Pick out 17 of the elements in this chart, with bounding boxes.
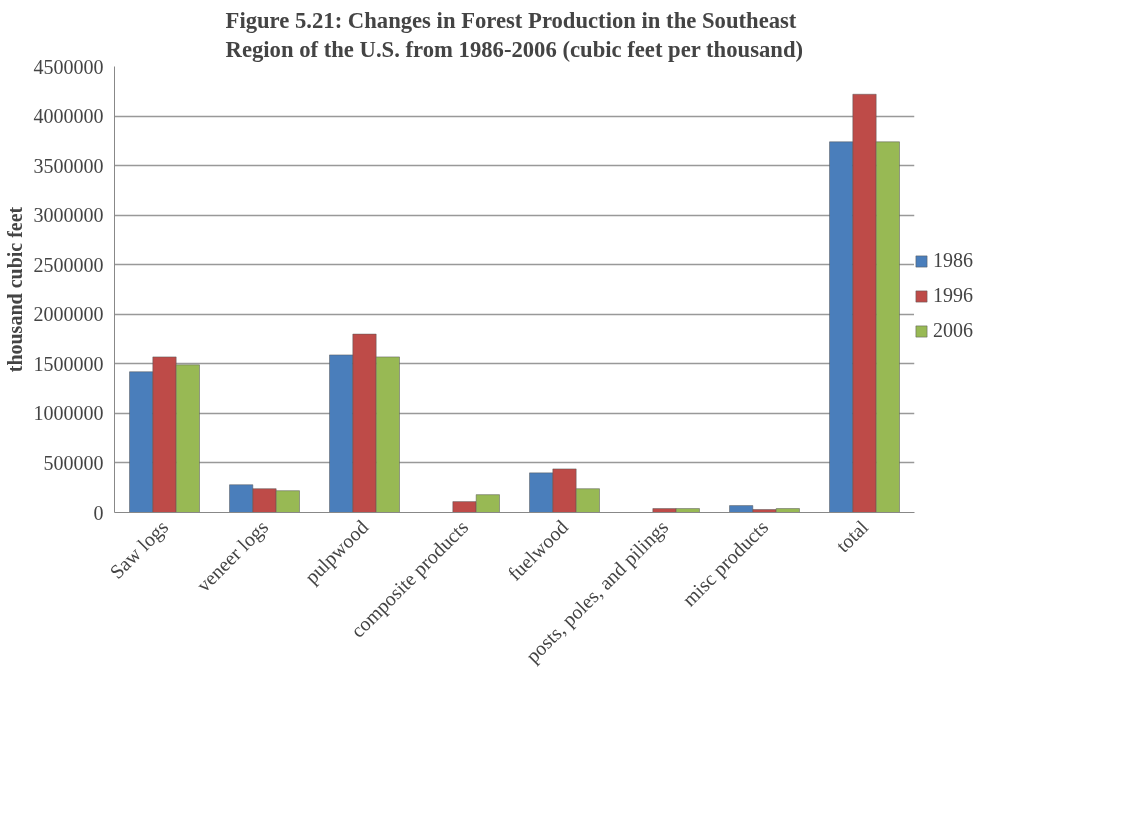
y-tick-label: 3000000 <box>33 204 104 227</box>
y-tick-label: 4500000 <box>33 55 104 78</box>
y-tick-label: 500000 <box>43 451 104 474</box>
x-tick-label: Saw logs <box>105 515 174 584</box>
y-tick-label: 4000000 <box>33 105 104 128</box>
legend-label: 2006 <box>933 319 973 342</box>
y-tick-label: 0 <box>93 501 104 524</box>
y-axis-title: thousand cubic feet <box>3 206 26 373</box>
y-tick-label: 3500000 <box>33 154 104 177</box>
x-tick-label: total <box>831 515 873 557</box>
legend-label: 1996 <box>933 284 973 307</box>
legend-label: 1986 <box>933 249 973 272</box>
y-tick-label: 1000000 <box>33 402 104 425</box>
y-tick-label: 1500000 <box>33 352 104 375</box>
y-tick-label: 2500000 <box>33 253 104 276</box>
y-tick-label: 2000000 <box>33 303 104 326</box>
chart-title: Figure 5.21: Changes in Forest Production in the Southeast Region of the U.S. from 1986-2006 (cubic feet per thousand) <box>225 7 804 62</box>
